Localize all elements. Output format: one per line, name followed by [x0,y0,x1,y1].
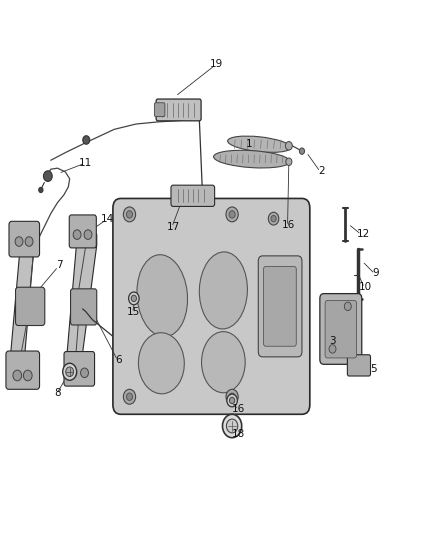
Circle shape [286,158,292,165]
Circle shape [69,368,77,377]
Circle shape [227,390,237,403]
Circle shape [13,370,21,381]
Circle shape [25,237,33,246]
FancyBboxPatch shape [113,198,310,414]
Ellipse shape [199,252,247,329]
Circle shape [23,370,32,381]
Circle shape [131,295,137,302]
Circle shape [124,389,136,404]
Text: 11: 11 [79,158,92,168]
Circle shape [299,148,304,155]
Polygon shape [66,228,97,378]
Text: 10: 10 [359,282,372,292]
Circle shape [63,364,77,380]
Circle shape [226,207,238,222]
Circle shape [81,368,88,377]
Circle shape [124,207,136,222]
Circle shape [227,394,237,407]
Text: 6: 6 [115,354,122,365]
Ellipse shape [201,332,245,393]
Text: 19: 19 [210,60,223,69]
Ellipse shape [137,255,187,337]
Polygon shape [10,236,38,381]
Circle shape [229,393,235,400]
Ellipse shape [214,150,290,168]
FancyBboxPatch shape [154,103,165,117]
Text: 5: 5 [371,364,377,374]
Text: 15: 15 [127,306,141,317]
FancyBboxPatch shape [347,355,371,376]
FancyBboxPatch shape [15,287,45,326]
Circle shape [268,212,279,225]
Text: 1: 1 [246,139,253,149]
Text: 9: 9 [373,268,379,278]
FancyBboxPatch shape [171,185,215,206]
Circle shape [226,419,238,433]
Text: 8: 8 [54,388,61,398]
Circle shape [344,302,351,311]
FancyBboxPatch shape [71,289,97,325]
Circle shape [83,136,90,144]
Circle shape [329,345,336,353]
FancyBboxPatch shape [69,215,96,248]
Ellipse shape [228,136,291,152]
FancyBboxPatch shape [9,221,39,257]
Circle shape [230,397,235,403]
Text: 7: 7 [57,261,63,270]
Ellipse shape [138,333,184,394]
Circle shape [43,171,52,181]
FancyBboxPatch shape [156,99,201,121]
Circle shape [84,230,92,239]
Circle shape [127,211,133,218]
Circle shape [286,142,292,150]
Text: 14: 14 [101,214,114,224]
FancyBboxPatch shape [64,352,95,386]
Text: 18: 18 [232,429,245,439]
FancyBboxPatch shape [258,256,302,357]
Text: 16: 16 [232,404,245,414]
Circle shape [127,393,133,400]
Text: 3: 3 [329,336,336,346]
Circle shape [73,230,81,239]
Circle shape [229,211,235,218]
Text: 2: 2 [318,166,325,176]
Circle shape [129,292,139,305]
Text: 12: 12 [357,229,370,239]
FancyBboxPatch shape [6,351,39,389]
Circle shape [66,367,74,376]
Circle shape [226,389,238,404]
Text: 16: 16 [282,220,296,230]
Text: 17: 17 [166,222,180,232]
Circle shape [223,414,242,438]
FancyBboxPatch shape [264,266,296,346]
Circle shape [15,237,23,246]
FancyBboxPatch shape [325,301,357,358]
Circle shape [271,215,276,222]
FancyBboxPatch shape [320,294,362,365]
Circle shape [39,187,43,192]
